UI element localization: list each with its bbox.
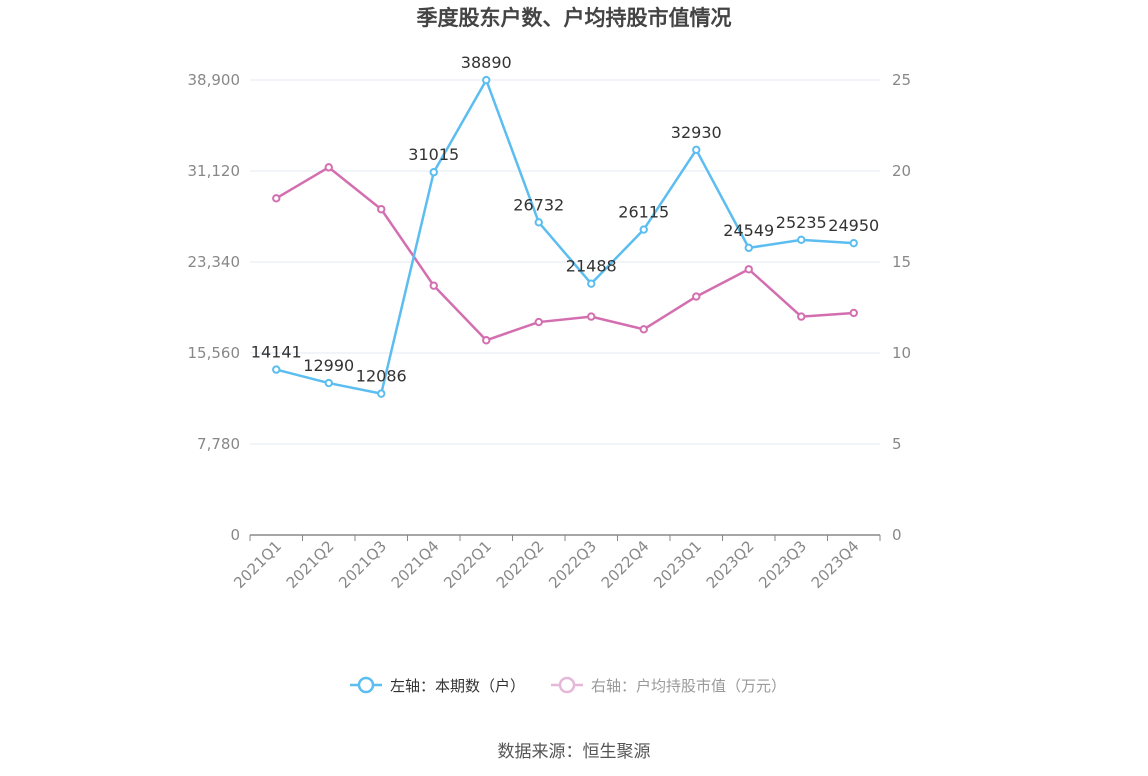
- data-label: 12990: [303, 356, 354, 375]
- left-series-line: [275, 78, 854, 395]
- right-series-point[interactable]: [482, 336, 491, 345]
- x-axis-tick-label: 2021Q1: [230, 537, 285, 592]
- right-axis-tick-label: 25: [892, 71, 911, 89]
- right-axis-tick-label: 15: [892, 253, 911, 271]
- right-series-point[interactable]: [272, 194, 281, 203]
- left-series-point[interactable]: [849, 238, 858, 248]
- series-layer: [272, 75, 858, 398]
- right-axis-tick-label: 0: [892, 526, 902, 544]
- chart-title: 季度股东户数、户均持股市值情况: [416, 6, 732, 30]
- x-axis-tick-label: 2022Q2: [493, 537, 548, 592]
- left-series-point[interactable]: [744, 243, 753, 253]
- legend[interactable]: 左轴：本期数（户） 右轴：户均持股市值（万元）: [350, 676, 786, 695]
- right-series-point[interactable]: [692, 292, 701, 301]
- left-series-point[interactable]: [377, 389, 386, 398]
- data-label: 25235: [776, 213, 827, 232]
- data-label: 32930: [671, 123, 722, 142]
- left-axis-tick-label: 38,900: [188, 71, 241, 89]
- right-axis-tick-label: 20: [892, 162, 911, 180]
- axis-layer: 0 0 7,780 5 15,560 10 23,340 15 31,120 20 38,900 25…: [188, 71, 912, 592]
- x-axis-tick-label: 2022Q4: [598, 537, 653, 592]
- right-axis-tick-label: 5: [892, 435, 902, 453]
- x-axis-tick-label: 2023Q1: [650, 537, 705, 592]
- x-axis-tick-label: 2022Q3: [545, 537, 600, 592]
- right-series-point[interactable]: [849, 308, 858, 318]
- legend-item[interactable]: 右轴：户均持股市值（万元）: [551, 676, 786, 695]
- right-series-point[interactable]: [744, 265, 753, 274]
- right-series-point[interactable]: [324, 163, 333, 172]
- x-axis-tick-label: 2022Q1: [440, 537, 495, 592]
- legend-label: 右轴：户均持股市值（万元）: [591, 677, 786, 695]
- left-axis-tick-label: 0: [230, 526, 240, 544]
- left-series-point[interactable]: [534, 218, 543, 227]
- data-label: 31015: [408, 145, 459, 164]
- legend-swatch-marker: [357, 676, 375, 694]
- data-label: 26115: [618, 203, 669, 222]
- legend-item[interactable]: 左轴：本期数（户）: [350, 676, 525, 695]
- data-label: 21488: [566, 257, 617, 276]
- right-series-point[interactable]: [587, 312, 596, 321]
- right-series-point[interactable]: [639, 325, 648, 334]
- x-axis-tick-label: 2023Q3: [755, 537, 810, 592]
- left-series-point[interactable]: [272, 365, 281, 374]
- left-series-point[interactable]: [324, 378, 333, 388]
- left-series-point[interactable]: [587, 279, 596, 288]
- left-series-point[interactable]: [797, 235, 806, 245]
- x-axis-tick-label: 2021Q2: [283, 537, 338, 592]
- right-series-point[interactable]: [797, 312, 806, 321]
- left-axis-tick-label: 7,780: [197, 435, 240, 453]
- left-series-point[interactable]: [482, 75, 491, 85]
- left-axis-tick-label: 15,560: [188, 344, 241, 362]
- left-series-point[interactable]: [639, 225, 648, 234]
- data-label: 38890: [461, 53, 512, 72]
- data-label: 24950: [828, 216, 879, 235]
- right-series-point[interactable]: [534, 317, 543, 327]
- legend-swatch-marker: [558, 676, 576, 694]
- x-axis-tick-label: 2021Q4: [388, 537, 443, 592]
- x-axis-tick-label: 2021Q3: [335, 537, 390, 592]
- left-series-point[interactable]: [429, 168, 438, 177]
- data-label: 12086: [356, 367, 407, 386]
- left-series-point[interactable]: [692, 145, 701, 155]
- legend-label: 左轴：本期数（户）: [390, 677, 525, 695]
- data-label: 26732: [513, 195, 564, 214]
- source-text: 数据来源：恒生聚源: [497, 742, 651, 762]
- right-series-point[interactable]: [429, 281, 438, 290]
- data-label: 14141: [251, 343, 302, 362]
- right-axis-tick-label: 10: [892, 344, 911, 362]
- right-series-point[interactable]: [377, 205, 386, 214]
- left-axis-tick-label: 31,120: [188, 162, 241, 180]
- right-series-line: [275, 166, 854, 342]
- data-label: 24549: [723, 221, 774, 240]
- x-axis-tick-label: 2023Q2: [703, 537, 758, 592]
- left-axis-tick-label: 23,340: [188, 253, 241, 271]
- grid-layer: [250, 79, 880, 445]
- x-axis-tick-label: 2023Q4: [808, 537, 863, 592]
